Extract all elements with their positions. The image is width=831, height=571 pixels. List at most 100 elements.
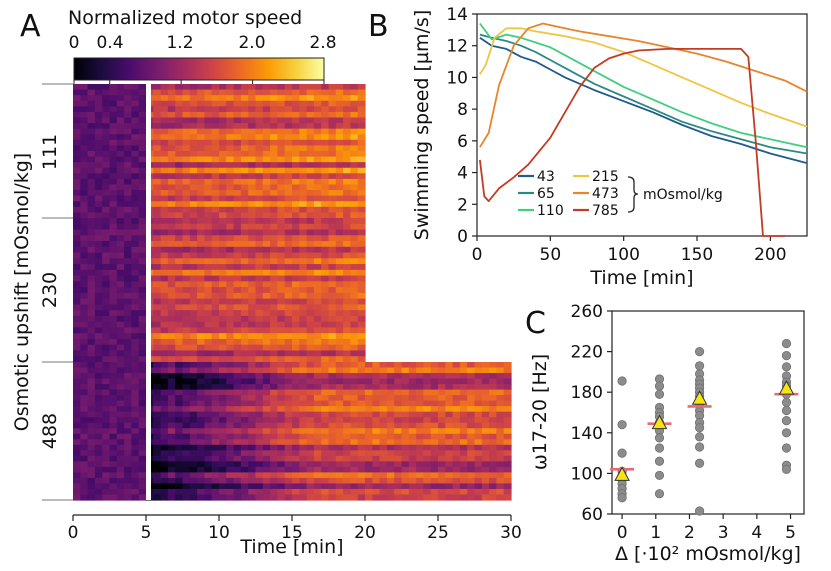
heatmap-cell (306, 298, 315, 305)
heatmap-cell (226, 472, 235, 479)
heatmap-cell (481, 362, 490, 369)
heatmap-cell (313, 212, 322, 219)
heatmap-cell (167, 356, 176, 363)
heatmap-cell (80, 275, 89, 282)
heatmap-cell (240, 195, 249, 202)
heatmap-cell (328, 483, 337, 490)
heatmap-cell (160, 428, 169, 435)
heatmap-cell (182, 156, 191, 163)
heatmap-cell (270, 128, 278, 135)
heatmap-cell (131, 218, 140, 225)
heatmap-cell (365, 378, 373, 385)
heatmap-cell (226, 134, 235, 141)
heatmap-cell (226, 304, 235, 311)
mean-marker (614, 466, 630, 481)
heatmap-cell (496, 389, 505, 396)
heatmap-cell (416, 389, 424, 396)
heatmap-cell (109, 281, 118, 288)
heatmap-cell (87, 406, 96, 413)
heatmap-cell (73, 258, 81, 265)
heatmap-cell (262, 433, 271, 440)
heatmap-cell (335, 145, 344, 152)
heatmap-cell (204, 389, 213, 396)
heatmap-cell (277, 455, 286, 462)
heatmap-cell (335, 477, 344, 485)
heatmap-cell (240, 455, 249, 462)
heatmap-cell (248, 338, 257, 346)
heatmap-cell (321, 315, 330, 323)
heatmap-cell (226, 310, 235, 317)
heatmap-cell (343, 151, 351, 158)
heatmap-cell (313, 444, 322, 451)
heatmap-cell (270, 310, 278, 317)
heatmap-x-tick-label: 0 (68, 523, 79, 543)
heatmap-cell (175, 384, 184, 391)
heatmap-cell (219, 190, 227, 197)
heatmap-cell (233, 356, 242, 363)
heatmap-cell (321, 241, 330, 248)
heatmap-cell (116, 483, 125, 490)
heatmap-cell (357, 195, 366, 202)
heatmap-cell (503, 494, 512, 501)
heatmap-cell (292, 84, 300, 91)
heatmap-cell (306, 84, 315, 91)
data-point (654, 443, 665, 453)
heatmap-cell (350, 411, 359, 418)
heatmap-cell (284, 241, 293, 248)
heatmap-cell (197, 223, 205, 231)
heatmap-cell (189, 417, 198, 424)
heatmap-cell (313, 389, 322, 396)
heatmap-cell (357, 201, 366, 208)
heatmap-cell (116, 472, 125, 479)
heatmap-cell (116, 89, 125, 96)
heatmap-cell (153, 241, 162, 248)
heatmap-cell (189, 100, 198, 107)
heatmap-cell (386, 483, 395, 490)
heatmap-cell (116, 411, 125, 418)
heatmap-cell (109, 417, 118, 424)
heatmap-cell (138, 151, 147, 158)
heatmap-cell (189, 145, 198, 152)
heatmap-cell (189, 304, 198, 311)
heatmap-cell (204, 344, 213, 352)
heatmap-cell (401, 384, 410, 391)
heatmap-cell (284, 178, 293, 186)
heatmap-cell (248, 156, 257, 163)
heatmap-cell (219, 378, 227, 385)
heatmap-cell (219, 494, 227, 501)
heatmap-cell (270, 344, 278, 352)
heatmap-cell (313, 362, 322, 369)
heatmap-cell (102, 178, 111, 186)
heatmap-cell (248, 378, 257, 385)
heatmap-cell (313, 100, 322, 107)
heatmap-cell (270, 134, 278, 141)
heatmap-cell (87, 241, 96, 248)
heatmap-cell (357, 395, 366, 402)
heatmap-cell (160, 128, 169, 135)
heatmap-cell (167, 350, 176, 357)
heatmap-cell (138, 378, 147, 385)
heatmap-cell (116, 378, 125, 385)
heatmap-cell (102, 275, 111, 282)
heatmap-cell (87, 292, 96, 300)
heatmap-cell (73, 89, 81, 96)
heatmap-cell (459, 461, 468, 468)
heatmap-cell (262, 450, 271, 457)
legend-entry-65: 65 (537, 186, 555, 202)
heatmap-cell (182, 223, 191, 231)
heatmap-cell (219, 123, 227, 130)
heatmap-cell (189, 461, 198, 468)
heatmap-cell (204, 333, 213, 340)
heatmap-cell (313, 321, 322, 329)
heatmap-cell (116, 173, 125, 180)
heatmap-cell (94, 384, 103, 391)
heatmap-cell (204, 384, 213, 391)
heatmap-cell (182, 450, 191, 457)
heatmap-cell (175, 450, 184, 457)
heatmap-cell (116, 195, 125, 202)
heatmap-cell (226, 218, 235, 225)
heatmap-cell (430, 483, 439, 490)
heatmap-cell (270, 123, 278, 130)
heatmap-cell (321, 466, 330, 473)
heatmap-cell (226, 201, 235, 208)
